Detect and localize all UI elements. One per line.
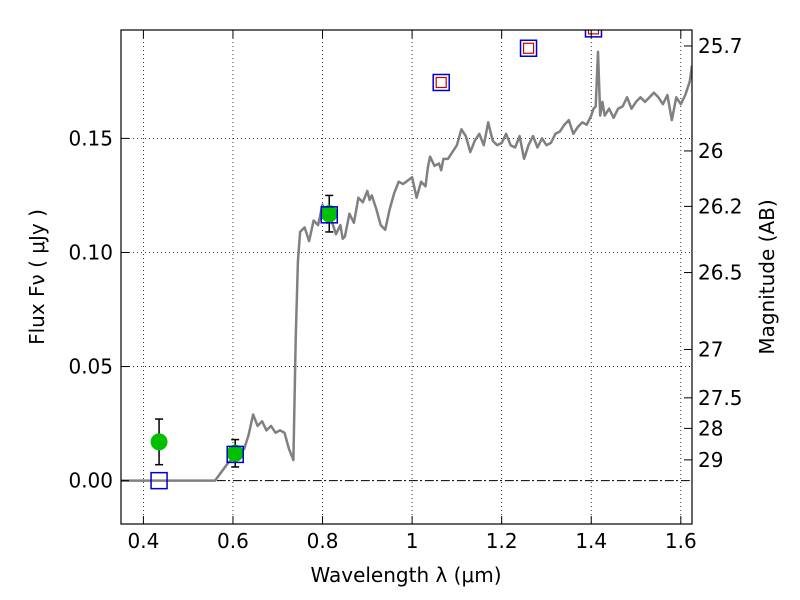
y-tick-label: 0.05	[68, 355, 113, 379]
magnitude-tick-label: 26.2	[698, 194, 743, 218]
model-flux-square	[519, 39, 538, 58]
magnitude-tick-label: 27	[698, 337, 723, 361]
x-tick-label: 0.8	[307, 529, 339, 553]
x-axis-label: Wavelength λ (μm)	[310, 563, 501, 587]
right-axis-label: Magnitude (AB)	[755, 199, 779, 354]
x-tick-label: 1.4	[575, 529, 607, 553]
plot-frame	[120, 29, 693, 525]
magnitude-tick-label: 28	[698, 416, 723, 440]
y-tick-label: 0.15	[68, 126, 113, 150]
x-tick-label: 1.6	[665, 529, 697, 553]
x-tick-label: 1.2	[486, 529, 518, 553]
x-tick-label: 0.6	[217, 529, 249, 553]
magnitude-tick-label: 26	[698, 139, 723, 163]
upper-limit-square	[522, 42, 535, 54]
grid	[121, 30, 692, 524]
magnitude-tick-label: 25.7	[698, 34, 743, 58]
y-tick-label: 0.00	[68, 469, 113, 493]
y-tick-label: 0.10	[68, 240, 113, 264]
observed-flux-point	[150, 433, 168, 451]
model-spectrum-line	[121, 50, 692, 482]
model-flux-square	[584, 30, 603, 38]
observed-flux-point	[226, 444, 244, 462]
model-flux-square	[320, 206, 338, 224]
upper-limit-square	[587, 30, 600, 35]
y-axis-label: Flux Fν ( μJy )	[25, 209, 49, 345]
upper-limit-square	[435, 76, 447, 89]
x-tick-label: 1	[406, 529, 419, 553]
plot-area	[121, 30, 692, 490]
observed-flux-point	[320, 205, 338, 223]
model-flux-square	[226, 445, 244, 464]
magnitude-tick-label: 27.5	[698, 386, 743, 410]
magnitude-tick-label: 26.5	[698, 261, 743, 285]
axis-ticks: 0.4 0.6 0.8 1 1.2 1.4 1.6 0.00 0.05 0.10 0.15 25.7 2…	[68, 30, 743, 553]
magnitude-tick-label: 29	[698, 448, 723, 472]
model-flux-square	[432, 73, 450, 92]
model-flux-square	[150, 471, 168, 490]
x-tick-label: 0.4	[127, 529, 159, 553]
